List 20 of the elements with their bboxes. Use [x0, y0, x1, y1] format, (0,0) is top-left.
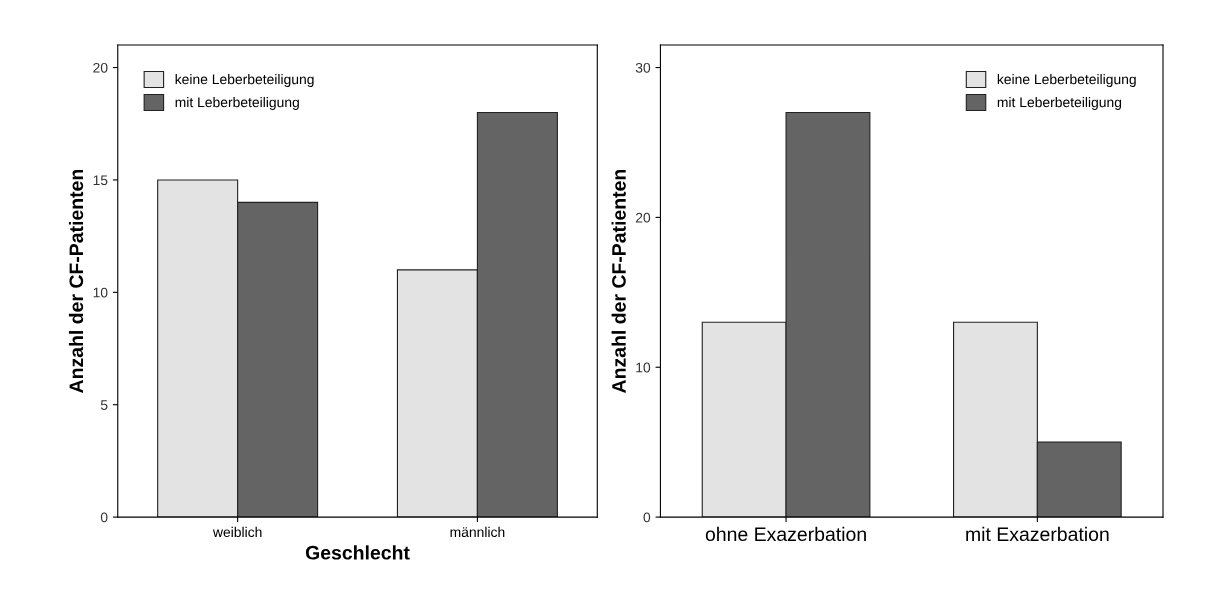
y-tick-label: 10 — [636, 362, 651, 373]
y-tick-label: 15 — [93, 175, 108, 186]
legend-label: keine Leberbeteiligung — [997, 74, 1136, 87]
y-tick-label: 10 — [93, 287, 108, 298]
y-tick-label: 0 — [100, 512, 108, 523]
x-tick-label: männlich — [450, 526, 505, 538]
legend-label: keine Leberbeteiligung — [175, 74, 314, 87]
x-tick-label: ohne Exazerbation — [705, 526, 866, 542]
y-tick-label: 0 — [643, 512, 651, 523]
x-tick-label: mit Exazerbation — [966, 526, 1109, 542]
y-tick-label: 20 — [635, 212, 651, 223]
y-axis-title: Anzahl der CF-Patienten — [68, 169, 84, 393]
x-tick-label: weiblich — [212, 526, 262, 538]
y-tick-label: 5 — [100, 400, 108, 410]
x-axis-title: Geschlecht — [305, 545, 410, 560]
legend-label: mit Leberbeteiligung — [175, 97, 299, 110]
y-tick-label: 20 — [93, 62, 108, 73]
y-axis-title: Anzahl der CF-Patienten — [611, 169, 626, 393]
legend-label: mit Leberbeteiligung — [997, 97, 1122, 110]
y-tick-label: 30 — [635, 62, 651, 73]
